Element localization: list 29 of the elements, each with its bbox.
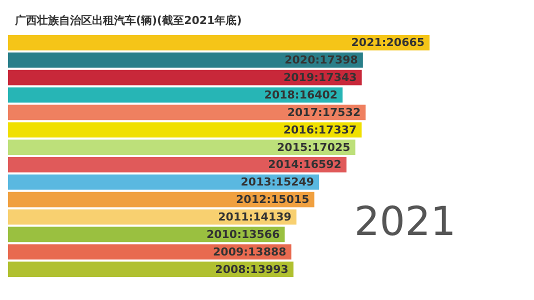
data-label: 2011:14139 xyxy=(218,210,292,224)
bar xyxy=(8,157,346,172)
data-label: 2015:17025 xyxy=(277,140,350,154)
data-label: 2017:17532 xyxy=(287,106,361,119)
bar xyxy=(8,87,343,103)
bar xyxy=(8,70,362,86)
bar xyxy=(8,52,363,68)
annotation: 2021 xyxy=(354,199,456,245)
data-label: 2013:15249 xyxy=(240,176,314,189)
data-label: 2018:16402 xyxy=(264,88,338,102)
data-label: 2019:17343 xyxy=(284,71,357,84)
data-label: 2012:15015 xyxy=(236,193,310,206)
data-label: 2009:13888 xyxy=(213,245,286,258)
bar xyxy=(8,122,362,138)
bar xyxy=(8,35,430,50)
data-label: 2016:17337 xyxy=(283,123,357,136)
bar xyxy=(8,140,356,155)
bar xyxy=(8,262,294,277)
bar xyxy=(8,244,292,260)
data-label: 2014:16592 xyxy=(268,158,342,172)
chart-title: 广西壮族自治区出租汽车(辆)(截至2021年底) xyxy=(14,14,242,27)
data-label: 2020:17398 xyxy=(284,54,358,67)
bar xyxy=(8,192,314,208)
data-label: 2021:20665 xyxy=(351,36,425,50)
data-label: 2008:13993 xyxy=(215,262,288,276)
bar xyxy=(8,209,296,225)
bar xyxy=(8,174,320,190)
bar xyxy=(8,104,366,120)
data-label: 2010:13566 xyxy=(206,228,280,241)
